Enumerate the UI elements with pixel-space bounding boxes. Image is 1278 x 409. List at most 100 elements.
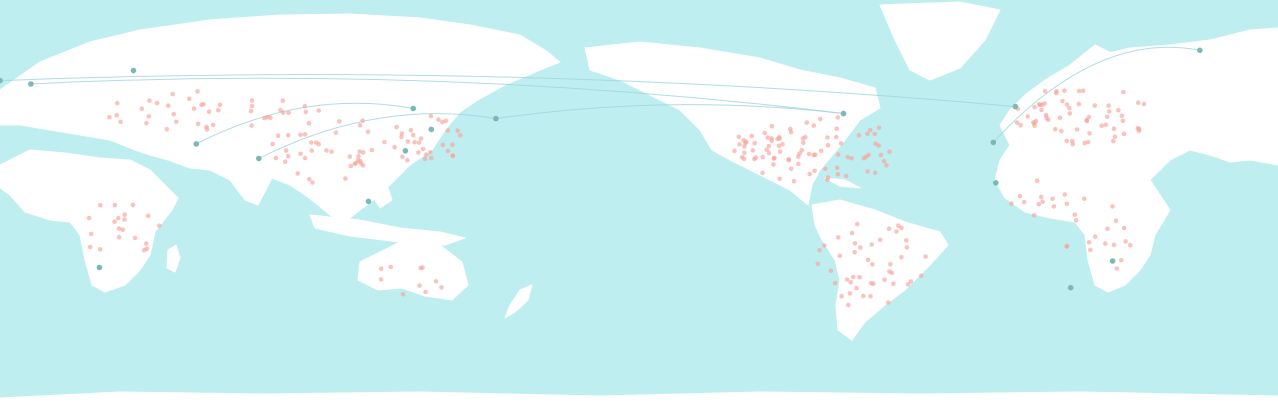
city-dot [423, 289, 428, 295]
hub-marker-frankfurt[interactable] [28, 81, 34, 87]
city-dot [1136, 128, 1142, 134]
city-dot [771, 156, 777, 161]
city-dot [873, 141, 878, 146]
city-dot [776, 143, 782, 149]
city-dot [1086, 240, 1092, 245]
city-dot [844, 277, 850, 282]
city-dot [87, 244, 93, 250]
city-dot [1111, 242, 1117, 248]
hub-marker-moscow[interactable] [130, 67, 137, 74]
city-dot [144, 120, 149, 126]
city-dot [843, 173, 849, 179]
city-dot [357, 123, 363, 128]
city-dot [408, 127, 414, 133]
hub-marker-hong-kong[interactable] [402, 148, 409, 154]
city-dot [1053, 126, 1058, 132]
city-dot [870, 262, 875, 267]
city-dot [1062, 192, 1068, 197]
hub-marker-sao-paulo[interactable] [1109, 258, 1116, 264]
city-dot [400, 292, 406, 297]
route-line [495, 104, 844, 120]
city-dot [797, 151, 802, 156]
city-dot [1054, 89, 1059, 94]
hub-marker-tokyo[interactable] [493, 115, 499, 122]
city-dot [418, 265, 424, 271]
city-dot [1067, 111, 1073, 116]
city-dot [369, 147, 375, 153]
city-dot [851, 274, 856, 280]
city-dot [1064, 201, 1070, 207]
city-dot [1088, 247, 1093, 253]
city-dot [835, 115, 841, 120]
city-dot [1120, 118, 1126, 123]
city-dot [420, 146, 426, 152]
hub-marker-panama[interactable] [993, 180, 999, 186]
indonesia-landmass [309, 214, 466, 246]
city-dot [378, 277, 384, 282]
city-dot [154, 100, 160, 106]
city-dot [1105, 226, 1110, 231]
city-dot [204, 124, 209, 130]
city-dot [282, 159, 288, 165]
city-dot [191, 106, 197, 111]
hub-marker-beijing[interactable] [410, 105, 417, 112]
hub-markers[interactable] [0, 47, 1203, 291]
city-dot [1070, 141, 1076, 147]
city-dot [878, 152, 884, 158]
hub-marker-reykjavik[interactable] [1197, 47, 1203, 54]
city-dot [769, 136, 774, 141]
hub-marker-miami[interactable] [990, 139, 997, 146]
city-dot [1072, 212, 1078, 217]
city-dot [742, 150, 747, 156]
hub-marker-buenos-aires[interactable] [1067, 284, 1074, 291]
city-dot [310, 180, 315, 185]
city-dot [303, 109, 309, 115]
hub-marker-new-york[interactable] [1012, 103, 1019, 110]
city-dot [285, 153, 291, 159]
city-dot [846, 302, 851, 308]
city-dot [132, 235, 138, 241]
city-dot [786, 158, 791, 163]
city-dot [811, 123, 817, 128]
city-dot [852, 250, 857, 255]
africa-landmass [0, 149, 179, 293]
city-dot [777, 176, 782, 182]
hub-marker-johannesburg[interactable] [96, 264, 103, 271]
city-dot [270, 141, 275, 147]
hub-marker-san-francisco[interactable] [840, 110, 847, 117]
city-dot [1114, 266, 1120, 271]
city-dot [760, 154, 765, 160]
city-dot [1032, 104, 1037, 110]
hub-marker-london[interactable] [0, 77, 3, 84]
city-dot [88, 231, 94, 237]
city-dot [1103, 241, 1108, 246]
city-dot [295, 171, 301, 176]
city-dot [823, 166, 828, 172]
city-dot [1039, 107, 1044, 113]
city-dot [736, 134, 742, 140]
city-dot [769, 123, 775, 129]
city-dot [908, 279, 914, 284]
city-dot [118, 119, 123, 125]
city-dot [248, 108, 254, 114]
city-dot [157, 223, 162, 228]
city-dot [1025, 114, 1030, 119]
city-dot [440, 119, 445, 125]
city-dot [750, 148, 756, 153]
hub-marker-singapore[interactable] [365, 198, 372, 205]
city-dot [888, 261, 893, 267]
city-dot [806, 151, 812, 157]
city-dot [766, 143, 772, 149]
japan-landmass [411, 114, 448, 161]
city-dot [353, 160, 359, 166]
city-dot [1067, 105, 1072, 111]
city-dot [412, 140, 417, 145]
city-dot [1021, 199, 1027, 205]
city-dot [1064, 138, 1069, 144]
hub-marker-mumbai[interactable] [255, 155, 262, 162]
city-dot [170, 91, 175, 97]
hub-marker-shanghai[interactable] [428, 126, 435, 133]
hub-marker-dubai[interactable] [193, 141, 200, 147]
